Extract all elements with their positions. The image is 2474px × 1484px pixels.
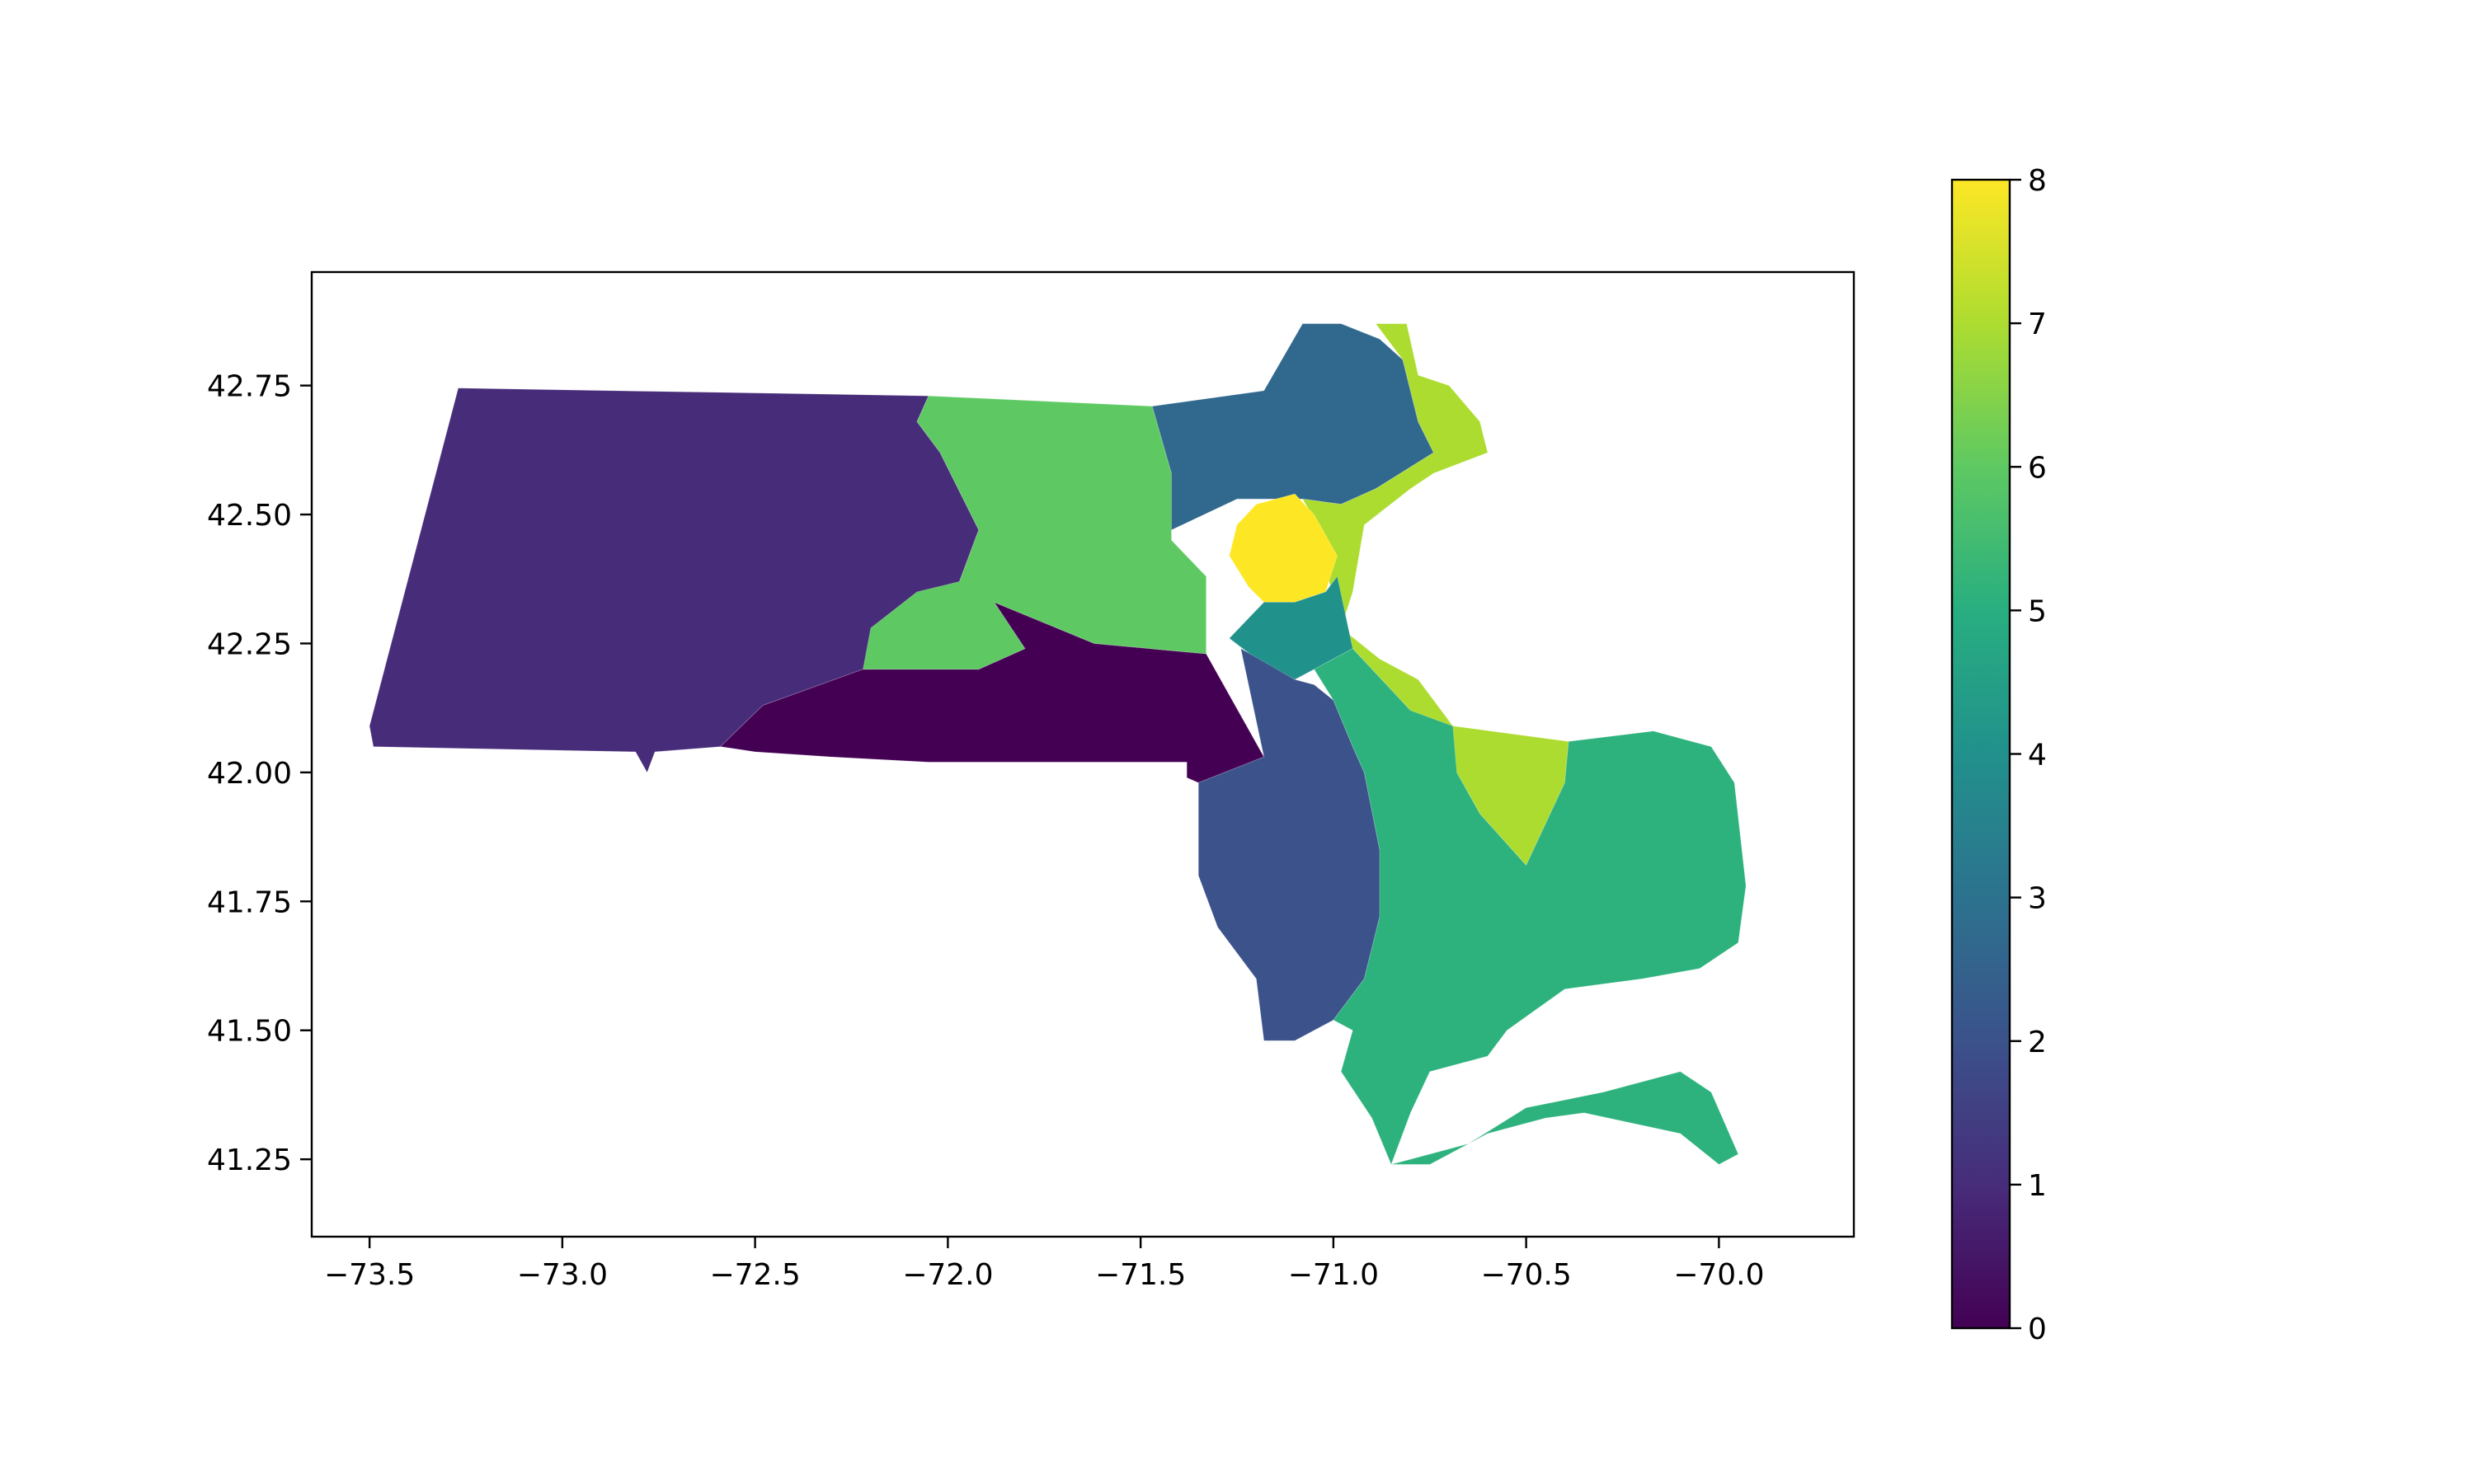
y-tick-label: 42.00 <box>207 757 292 791</box>
map-plot-area: −73.5 −73.0 −72.5 −72.0 −71.5 −71.0 −70.5 −70.0… <box>207 270 1856 1292</box>
y-tick-label: 41.50 <box>207 1015 292 1049</box>
colorbar-tick-label: 2 <box>2028 1026 2047 1059</box>
colorbar-tick-label: 6 <box>2028 451 2047 485</box>
colorbar-tick-label: 3 <box>2028 882 2047 916</box>
x-axis: −73.5 −73.0 −72.5 −72.0 −71.5 −71.0 −70.5 −70.0 <box>324 1237 1765 1292</box>
y-tick-label: 42.50 <box>207 499 292 533</box>
x-tick-label: −72.5 <box>709 1258 800 1292</box>
district-regions <box>369 323 1747 1165</box>
colorbar-tick-label: 7 <box>2028 308 2047 341</box>
colorbar-tick-label: 0 <box>2028 1313 2047 1346</box>
x-tick-label: −73.0 <box>517 1258 608 1292</box>
y-tick-label: 42.25 <box>207 627 292 661</box>
x-tick-label: −72.0 <box>902 1258 993 1292</box>
colorbar-tick-label: 8 <box>2028 164 2047 198</box>
colorbar-tick-label: 1 <box>2028 1169 2047 1203</box>
x-tick-label: −73.5 <box>324 1258 415 1292</box>
x-tick-label: −71.5 <box>1095 1258 1186 1292</box>
plot-frame <box>310 270 1856 1238</box>
district-5 <box>1314 648 1747 1165</box>
y-tick-label: 41.25 <box>207 1144 292 1177</box>
x-tick-label: −70.0 <box>1673 1258 1764 1292</box>
y-axis: 42.75 42.50 42.25 42.00 41.75 41.50 41.25 <box>207 370 312 1177</box>
x-tick-label: −71.0 <box>1288 1258 1379 1292</box>
x-tick-label: −70.5 <box>1480 1258 1571 1292</box>
colorbar-ticks: 0 1 2 3 4 5 6 7 8 <box>2010 164 2047 1346</box>
colorbar-tick-label: 5 <box>2028 594 2047 628</box>
colorbar: 0 1 2 3 4 5 6 7 8 <box>1950 164 2047 1346</box>
district-2 <box>1197 648 1380 1041</box>
y-tick-label: 41.75 <box>207 885 292 919</box>
colorbar-tick-label: 4 <box>2028 739 2047 773</box>
y-tick-label: 42.75 <box>207 370 292 404</box>
colorbar-gradient <box>1952 180 2010 1328</box>
